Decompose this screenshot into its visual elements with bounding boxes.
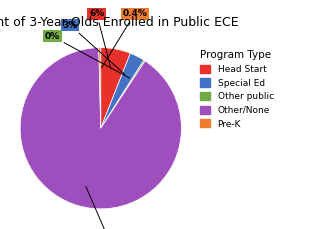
Wedge shape: [101, 60, 145, 128]
Legend: Head Start, Special Ed, Other public, Other/None, Pre-K: Head Start, Special Ed, Other public, Ot…: [200, 50, 274, 128]
Text: 90.6%: 90.6%: [86, 187, 124, 229]
Wedge shape: [99, 48, 101, 128]
Text: 0%: 0%: [45, 32, 130, 78]
Wedge shape: [101, 53, 144, 128]
Text: 3%: 3%: [62, 21, 125, 75]
Text: Percent of 3-Year-Olds Enrolled in Public ECE: Percent of 3-Year-Olds Enrolled in Publi…: [0, 16, 239, 29]
Text: 6%: 6%: [89, 9, 111, 68]
Wedge shape: [101, 48, 130, 128]
Text: 0.4%: 0.4%: [101, 9, 147, 68]
Wedge shape: [20, 48, 181, 209]
